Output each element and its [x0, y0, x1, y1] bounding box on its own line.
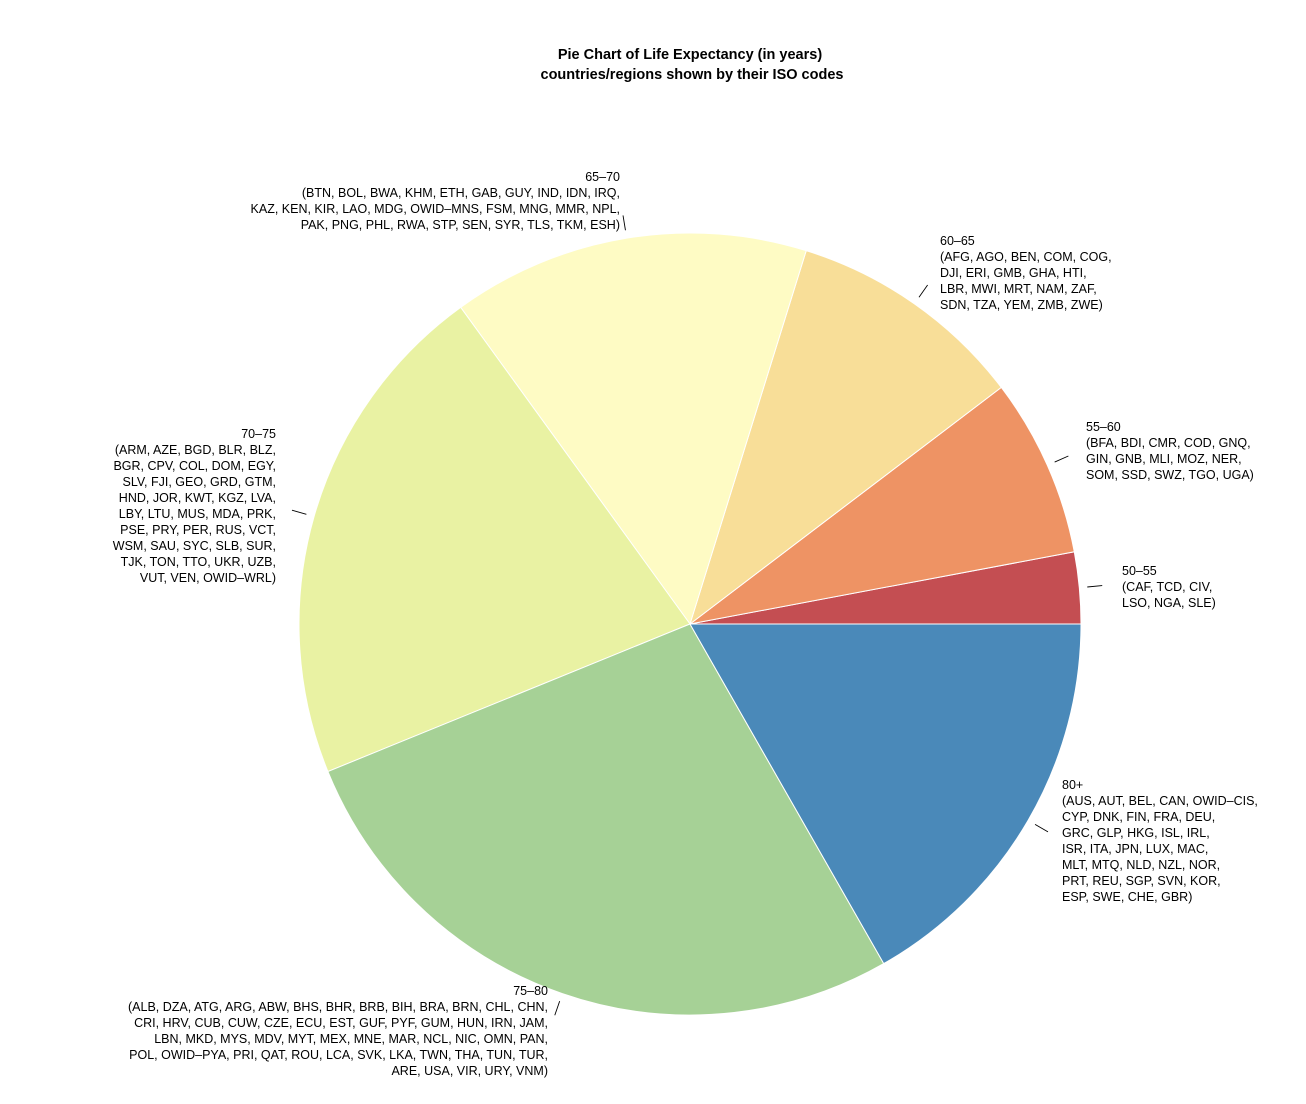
slice-members-line: HND, JOR, KWT, KGZ, LVA,	[119, 491, 276, 505]
slice-category-label: 55–60	[1086, 420, 1121, 434]
slice-members-line: CYP, DNK, FIN, FRA, DEU,	[1062, 810, 1215, 824]
slice-members-line: PAK, PNG, PHL, RWA, STP, SEN, SYR, TLS, …	[301, 218, 620, 232]
slice-members-line: CRI, HRV, CUB, CUW, CZE, ECU, EST, GUF, …	[134, 1016, 548, 1030]
slice-label-65-70: 65–70 (BTN, BOL, BWA, KHM, ETH, GAB, GUY,…	[251, 170, 621, 232]
slice-members-line: MLT, MTQ, NLD, NZL, NOR,	[1062, 858, 1220, 872]
pie-slice-55-60	[689, 386, 1075, 625]
slice-members-line: PRT, REU, SGP, SVN, KOR,	[1062, 874, 1221, 888]
chart-subtitle: countries/regions shown by their ISO cod…	[541, 67, 844, 83]
slice-members-line: TJK, TON, TTO, UKR, UZB,	[121, 555, 276, 569]
slice-members-line: LBR, MWI, MRT, NAM, ZAF,	[940, 282, 1097, 296]
slices-layer	[298, 232, 1082, 1016]
slice-label-70-75: 70–75 (ARM, AZE, BGD, BLR, BLZ, BGR, CPV, …	[113, 427, 276, 585]
slice-members-line: SLV, FJI, GEO, GRD, GTM,	[123, 475, 277, 489]
slice-members-line: LSO, NGA, SLE)	[1122, 596, 1216, 610]
slice-members-line: GRC, GLP, HKG, ISL, IRL,	[1062, 826, 1210, 840]
slice-members-line: LBN, MKD, MYS, MDV, MYT, MEX, MNE, MAR, …	[154, 1032, 548, 1046]
slice-members-line: ISR, ITA, JPN, LUX, MAC,	[1062, 842, 1208, 856]
slice-members-line: GIN, GNB, MLI, MOZ, NER,	[1086, 452, 1242, 466]
slice-members-line: DJI, ERI, GMB, GHA, HTI,	[940, 266, 1087, 280]
slice-members-line: SOM, SSD, SWZ, TGO, UGA)	[1086, 468, 1254, 482]
slice-label-80-plus: 80+ (AUS, AUT, BEL, CAN, OWID–CIS, CYP, DN…	[1062, 778, 1258, 904]
slice-members-line: (AFG, AGO, BEN, COM, COG,	[940, 250, 1112, 264]
pie-slice-60-65	[689, 250, 1002, 626]
slice-leader-65-70	[622, 215, 626, 231]
slice-leader-50-55	[1087, 585, 1103, 588]
slice-leader-55-60	[1054, 455, 1069, 463]
slice-label-60-65: 60–65 (AFG, AGO, BEN, COM, COG, DJI, ERI, …	[940, 234, 1112, 312]
slice-label-50-55: 50–55 (CAF, TCD, CIV, LSO, NGA, SLE)	[1122, 564, 1216, 610]
slice-members-line: POL, OWID–PYA, PRI, QAT, ROU, LCA, SVK, …	[129, 1048, 548, 1062]
slice-category-label: 50–55	[1122, 564, 1157, 578]
slice-members-line: VUT, VEN, OWID–WRL)	[140, 571, 276, 585]
slice-members-line: (BFA, BDI, CMR, COD, GNQ,	[1086, 436, 1251, 450]
slice-category-label: 60–65	[940, 234, 975, 248]
slice-members-line: (CAF, TCD, CIV,	[1122, 580, 1212, 594]
slice-members-line: BGR, CPV, COL, DOM, EGY,	[113, 459, 276, 473]
slice-category-label: 70–75	[241, 427, 276, 441]
slice-label-75-80: 75–80 (ALB, DZA, ATG, ARG, ABW, BHS, BHR,…	[128, 984, 548, 1078]
slice-members-line: LBY, LTU, MUS, MDA, PRK,	[119, 507, 276, 521]
slice-members-line: ARE, USA, VIR, URY, VNM)	[391, 1064, 548, 1078]
slice-members-line: PSE, PRY, PER, RUS, VCT,	[120, 523, 276, 537]
slice-members-line: SDN, TZA, YEM, ZMB, ZWE)	[940, 298, 1103, 312]
slice-leader-70-75	[291, 509, 307, 515]
slice-members-line: KAZ, KEN, KIR, LAO, MDG, OWID–MNS, FSM, …	[251, 202, 620, 216]
slice-category-label: 80+	[1062, 778, 1083, 792]
chart-title: Pie Chart of Life Expectancy (in years)	[558, 47, 822, 63]
slice-label-55-60: 55–60 (BFA, BDI, CMR, COD, GNQ, GIN, GNB, …	[1086, 420, 1254, 482]
pie-slice-80-plus	[689, 623, 1082, 965]
slice-category-label: 65–70	[585, 170, 620, 184]
slice-members-line: (AUS, AUT, BEL, CAN, OWID–CIS,	[1062, 794, 1258, 808]
pie-slice-65-70	[459, 232, 807, 626]
slice-leader-80-plus	[1034, 824, 1049, 833]
slice-category-label: 75–80	[513, 984, 548, 998]
slice-members-line: ESP, SWE, CHE, GBR)	[1062, 890, 1192, 904]
slice-leader-60-65	[918, 284, 928, 298]
pie-slice-75-80	[327, 623, 885, 1016]
labels-layer: 50–55 (CAF, TCD, CIV, LSO, NGA, SLE) 55–60 (…	[113, 170, 1258, 1078]
pie-slice-70-75	[298, 306, 691, 773]
slice-members-line: WSM, SAU, SYC, SLB, SUR,	[113, 539, 276, 553]
slice-leader-75-80	[554, 1000, 561, 1016]
slice-members-line: (BTN, BOL, BWA, KHM, ETH, GAB, GUY, IND,…	[302, 186, 620, 200]
slice-members-line: (ALB, DZA, ATG, ARG, ABW, BHS, BHR, BRB,…	[128, 1000, 548, 1014]
slice-members-line: (ARM, AZE, BGD, BLR, BLZ,	[115, 443, 276, 457]
